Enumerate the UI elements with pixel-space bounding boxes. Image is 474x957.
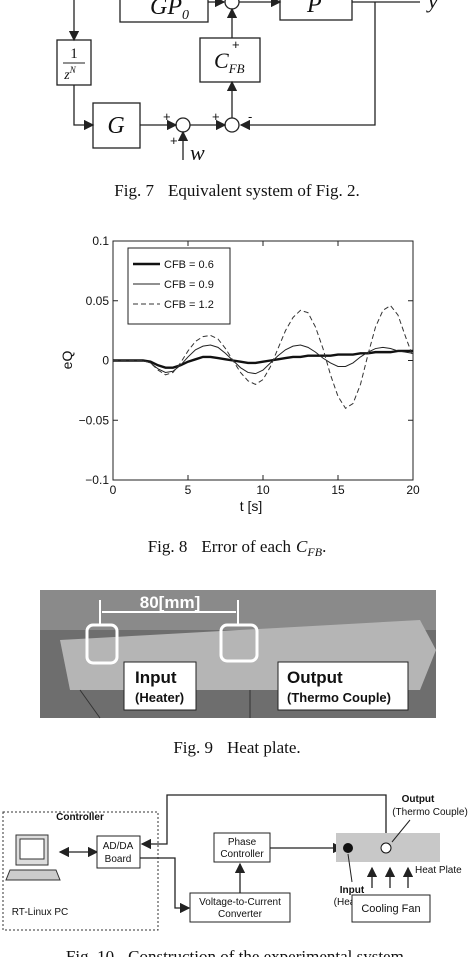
sum <box>224 117 240 133</box>
block <box>199 37 261 83</box>
x-tick-label: 0 <box>110 483 117 497</box>
pc-icon <box>19 838 45 860</box>
y-tick-label: 0.05 <box>86 294 110 308</box>
label: Input <box>340 885 365 896</box>
block-label: P <box>306 0 322 18</box>
label: Cooling Fan <box>361 903 420 915</box>
x-tick-label: 15 <box>331 483 345 497</box>
box <box>351 894 431 923</box>
thermocouple <box>380 842 392 854</box>
wire <box>140 857 191 914</box>
block-label: G <box>107 113 124 139</box>
wire <box>239 2 376 131</box>
fig7-diagram: GP0 P y 1 zN G w CFB + + + + - <box>56 0 438 165</box>
legend-box <box>127 247 231 325</box>
label: Output <box>402 794 435 805</box>
label: Board <box>105 854 132 865</box>
label: AD/DA <box>103 841 134 852</box>
box <box>213 832 271 863</box>
label: Controller <box>220 849 264 860</box>
wire <box>73 85 95 131</box>
y-tick-label: −0.1 <box>85 473 109 487</box>
y-tick-label: 0.1 <box>92 234 109 248</box>
label: (Thermo Couple) <box>392 807 468 818</box>
sign: + <box>163 109 171 124</box>
callout-label: Output <box>287 668 343 687</box>
series-line <box>113 349 413 369</box>
label: Phase <box>228 837 257 848</box>
signal-label: y <box>426 0 438 13</box>
pc-icon <box>5 869 61 881</box>
sign: + <box>170 133 178 148</box>
sum <box>175 117 191 133</box>
block-label: zN <box>63 65 76 83</box>
leader <box>347 853 353 883</box>
y-axis-label: eQ <box>59 351 75 370</box>
box <box>96 835 141 869</box>
y-tick-label: 0 <box>102 354 109 368</box>
x-axis-label: t [s] <box>240 498 263 514</box>
label: Controller <box>56 812 104 823</box>
wire <box>79 689 101 719</box>
callout <box>277 661 409 711</box>
block-label: CFB <box>214 48 245 76</box>
y-tick-label: −0.05 <box>79 413 110 427</box>
caption: Fig. 9 Heat plate. <box>173 738 300 757</box>
legend-label: CFB = 0.9 <box>164 279 214 291</box>
controller-box <box>2 811 159 931</box>
series-line <box>113 304 414 409</box>
box <box>189 892 291 923</box>
heater <box>343 843 353 853</box>
label: Voltage-to-Current <box>199 897 281 908</box>
sign: - <box>248 109 252 124</box>
block-label: GP0 <box>150 0 189 23</box>
highlight <box>85 623 119 665</box>
leader <box>391 819 411 843</box>
callout-label: Input <box>135 668 177 687</box>
caption: Fig. 10 Construction of the experimental … <box>66 947 408 957</box>
x-tick-label: 10 <box>256 483 270 497</box>
callout <box>123 661 197 711</box>
legend-label: CFB = 1.2 <box>164 299 214 311</box>
dimension: 80[mm] <box>140 593 200 612</box>
caption: Fig. 7 Equivalent system of Fig. 2. <box>114 181 359 200</box>
label: Heat Plate <box>415 865 462 876</box>
x-tick-label: 20 <box>406 483 420 497</box>
block-label: 1 <box>70 46 78 62</box>
fig9-photo: 80[mm] Input (Heater) Output (Thermo Cou… <box>40 590 436 719</box>
fig10-diagram: Controller RT-Linux PC AD/DA Board Phase… <box>2 794 468 931</box>
wire <box>140 794 387 850</box>
callout-note: (Heater) <box>135 690 184 705</box>
callout-note: (Thermo Couple) <box>287 690 391 705</box>
x-tick-label: 5 <box>185 483 192 497</box>
label: RT-Linux PC <box>12 907 69 918</box>
sum <box>224 0 240 10</box>
label: Converter <box>218 909 263 920</box>
caption: Fig. 8 Error of each CFB. <box>148 537 327 559</box>
series-line <box>113 344 414 375</box>
block <box>119 0 209 23</box>
sign: + <box>232 37 240 52</box>
legend-label: CFB = 0.6 <box>164 259 214 271</box>
sign: + <box>212 109 220 124</box>
signal-label: w <box>190 140 205 165</box>
